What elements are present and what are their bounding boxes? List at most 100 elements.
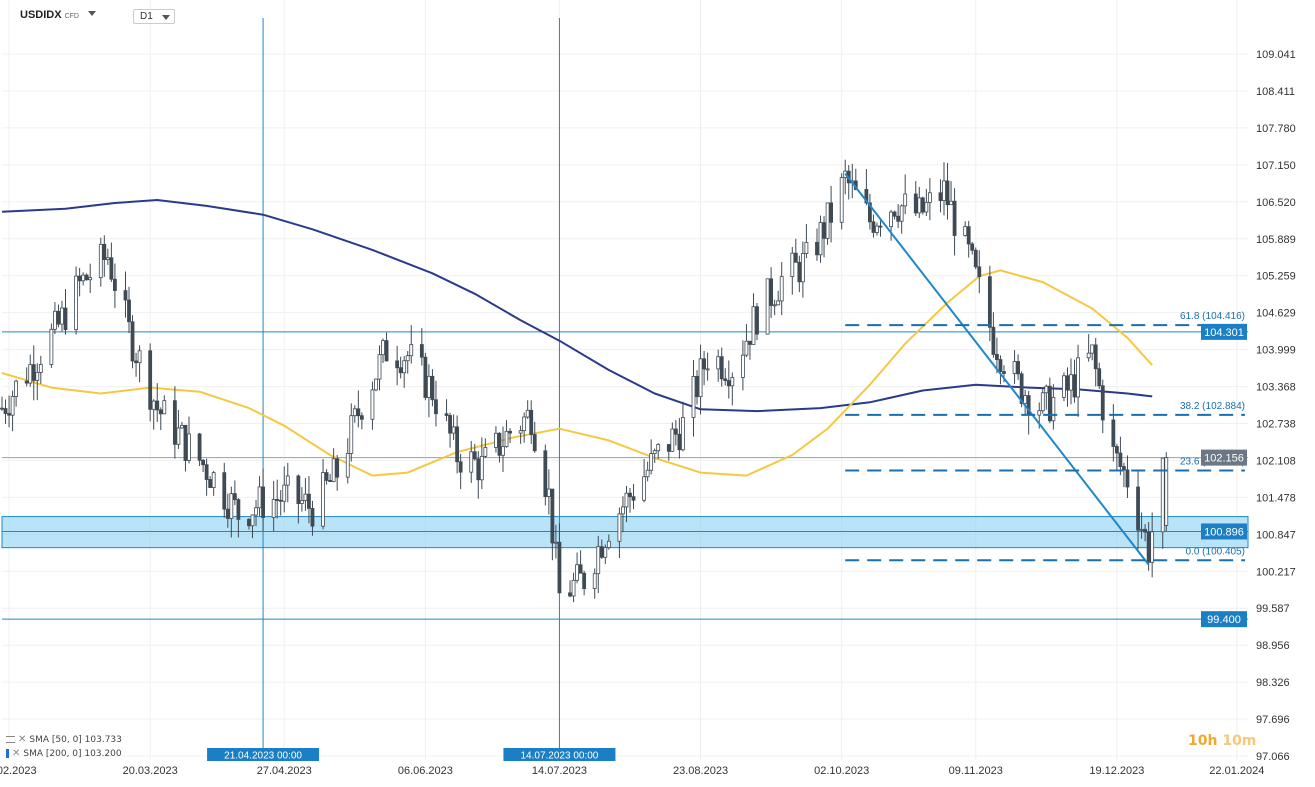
candle: [374, 378, 378, 392]
candle-body: [991, 326, 996, 355]
candle: [444, 399, 449, 422]
candle: [702, 350, 706, 386]
candle: [112, 263, 117, 309]
x-tick-label: 22.01.2024: [1209, 765, 1264, 777]
x-tick-label: 08.02.2023: [0, 765, 37, 777]
candle: [1114, 443, 1119, 471]
candle: [1100, 379, 1105, 434]
candle-body: [1150, 531, 1155, 563]
candle-body: [705, 368, 710, 371]
candle: [793, 238, 798, 263]
candle-body: [1023, 395, 1028, 404]
candle-body: [582, 572, 587, 589]
x-tick-label: 19.12.2023: [1089, 765, 1144, 777]
candle-body: [1072, 374, 1077, 398]
candle-body: [995, 353, 999, 360]
candle-body: [102, 243, 107, 260]
candle: [504, 420, 509, 448]
candle: [1160, 457, 1165, 549]
candle: [409, 325, 414, 364]
candle: [751, 293, 756, 345]
candle: [779, 262, 784, 316]
candle: [546, 469, 551, 515]
x-tick-label: 23.08.2023: [673, 765, 728, 777]
candle-body: [666, 444, 671, 452]
candle-body: [127, 299, 131, 323]
close-icon[interactable]: ✕: [12, 748, 21, 759]
legend-sma200[interactable]: ✕ SMA [200, 0] 103.200: [6, 748, 122, 759]
candle: [155, 383, 160, 422]
symbol-dropdown-chevron-icon[interactable]: [88, 11, 96, 16]
candle-body: [1037, 410, 1042, 416]
y-tick-label: 98.326: [1256, 677, 1290, 689]
candle: [624, 485, 629, 523]
candle-body: [818, 222, 823, 256]
candle: [434, 380, 438, 427]
candle: [151, 399, 156, 430]
candle-body: [134, 360, 138, 364]
y-tick-label: 98.956: [1256, 640, 1290, 652]
y-tick-label: 99.587: [1256, 603, 1290, 615]
candle: [303, 478, 308, 511]
horizontal-price-lines[interactable]: [2, 331, 1248, 620]
timeframe-select[interactable]: D1: [133, 9, 175, 24]
candle: [31, 345, 36, 401]
candle: [1076, 344, 1080, 417]
candle-body: [1086, 352, 1091, 359]
candle: [419, 328, 424, 366]
candle: [497, 432, 502, 463]
fibonacci-retracement[interactable]: 61.8 (104.416)38.2 (102.884)23.6 (101.93…: [844, 173, 1245, 566]
candle-body: [455, 426, 460, 463]
candle: [398, 356, 403, 379]
candle-body: [790, 252, 795, 277]
candle-body: [458, 461, 463, 473]
candle: [494, 426, 498, 453]
candle: [666, 444, 671, 461]
candle: [1097, 362, 1102, 389]
candle-body: [1100, 385, 1105, 421]
candle-body: [158, 409, 163, 415]
candle: [1136, 471, 1140, 550]
candle: [307, 476, 311, 524]
support-zone: [1, 516, 1249, 549]
candle-body: [529, 409, 534, 435]
candle: [991, 312, 996, 358]
settings-lines-icon[interactable]: [6, 736, 15, 743]
candle-body: [10, 396, 15, 416]
x-tick-label: 20.03.2023: [123, 765, 178, 777]
candle-body: [444, 413, 449, 416]
candle-body: [172, 400, 177, 445]
candle-body: [603, 547, 608, 558]
series-color-swatch: [6, 749, 9, 758]
date-marker-label: 21.04.2023 00:00: [224, 751, 302, 762]
legend-sma50[interactable]: ✕ SMA [50, 0] 103.733: [6, 734, 122, 745]
x-tick-label: 14.07.2023: [532, 765, 587, 777]
candle-body: [670, 428, 675, 452]
candle-body: [550, 488, 555, 544]
candle-body: [543, 450, 548, 497]
candle-body: [1143, 528, 1148, 533]
candle: [543, 444, 548, 506]
instrument-symbol[interactable]: USDIDX CFD: [20, 9, 79, 21]
candle-body: [797, 261, 802, 283]
candle-body: [307, 493, 311, 509]
candle: [254, 500, 258, 527]
candle: [102, 235, 107, 277]
vertical-date-markers[interactable]: 21.04.2023 00:00 14.07.2023 00:00: [207, 18, 616, 762]
candle-body: [137, 350, 142, 364]
candle-body: [0, 407, 4, 410]
candle-body: [1044, 385, 1049, 394]
candle: [370, 381, 375, 430]
x-tick-label: 09.11.2023: [949, 765, 1003, 777]
candle-body: [825, 202, 830, 239]
candle: [1125, 455, 1130, 499]
candle: [571, 572, 576, 603]
candle: [592, 568, 597, 599]
candle: [148, 343, 153, 422]
candle: [127, 286, 131, 334]
candle: [772, 299, 777, 316]
close-icon[interactable]: ✕: [18, 734, 27, 745]
candle-body: [673, 428, 678, 435]
candle-body: [98, 243, 103, 279]
